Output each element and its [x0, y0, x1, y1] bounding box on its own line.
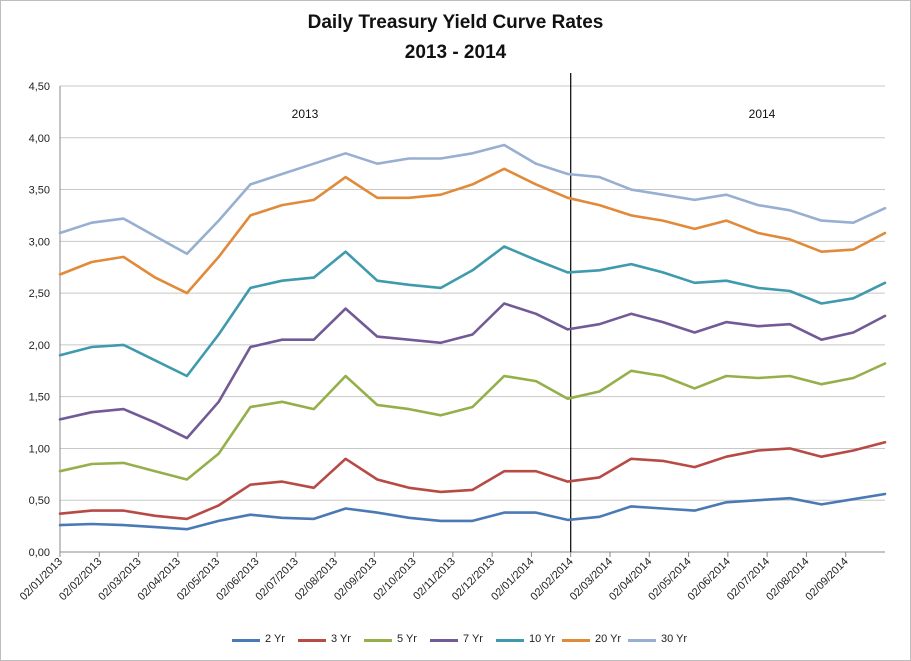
legend-label: 10 Yr — [529, 633, 556, 645]
series-line-20-yr — [58, 167, 887, 295]
y-tick-label: 0,50 — [29, 495, 50, 507]
legend-swatch — [430, 639, 458, 642]
legend-swatch — [298, 639, 326, 642]
y-tick-label: 1,50 — [29, 392, 50, 404]
y-tick-label: 1,00 — [29, 443, 50, 455]
annotation-2013: 2013 — [292, 107, 319, 121]
y-tick-label: 2,00 — [29, 340, 50, 352]
y-tick-label: 4,00 — [29, 133, 50, 145]
legend-swatch — [496, 639, 524, 642]
series-line-30-yr — [58, 143, 887, 256]
y-tick-label: 3,50 — [29, 185, 50, 197]
y-tick-label: 2,50 — [29, 288, 50, 300]
annotation-2014: 2014 — [749, 107, 776, 121]
legend-label: 7 Yr — [463, 633, 483, 645]
y-tick-label: 0,00 — [29, 547, 50, 559]
series-line-2-yr — [58, 492, 887, 531]
series-line-3-yr — [58, 440, 887, 521]
series-line-5-yr — [58, 362, 887, 481]
y-tick-label: 3,00 — [29, 236, 50, 248]
chart-subtitle: 2013 - 2014 — [404, 42, 507, 63]
legend-label: 20 Yr — [595, 633, 622, 645]
y-tick-label: 4,50 — [29, 81, 50, 93]
legend-label: 3 Yr — [331, 633, 351, 645]
series-line-7-yr — [58, 302, 887, 440]
chart-title: Daily Treasury Yield Curve Rates — [307, 12, 604, 33]
x-tick-label: 02/10/2013 — [371, 556, 418, 603]
x-tick-label: 02/09/2014 — [803, 556, 850, 603]
legend-swatch — [562, 639, 590, 642]
legend-swatch — [232, 639, 260, 642]
legend-label: 2 Yr — [265, 633, 285, 645]
legend-label: 30 Yr — [661, 633, 688, 645]
legend-label: 5 Yr — [397, 633, 417, 645]
chart-legend: 2 Yr 3 Yr 5 Yr 7 Yr 10 Yr 20 Yr 30 Yr — [0, 632, 911, 650]
legend-swatch — [628, 639, 656, 642]
legend-swatch — [364, 639, 392, 642]
series-line-10-yr — [58, 245, 887, 378]
